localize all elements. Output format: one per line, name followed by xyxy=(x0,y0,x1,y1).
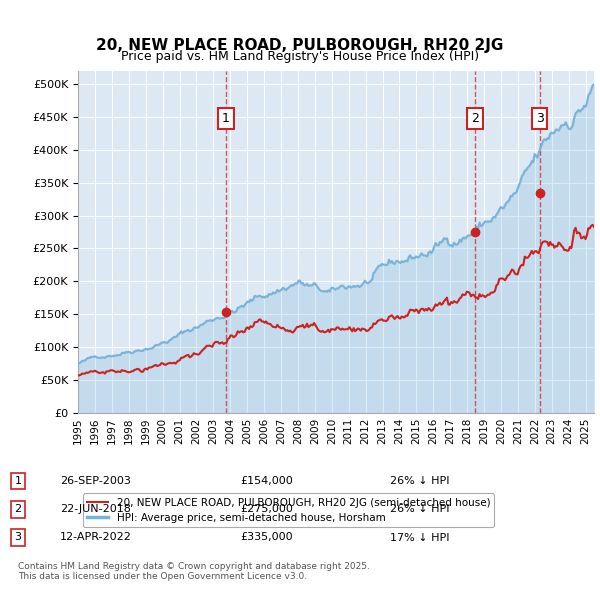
Text: £275,000: £275,000 xyxy=(240,504,293,514)
Text: 2: 2 xyxy=(471,112,479,125)
Text: Contains HM Land Registry data © Crown copyright and database right 2025.
This d: Contains HM Land Registry data © Crown c… xyxy=(18,562,370,581)
Legend: 20, NEW PLACE ROAD, PULBOROUGH, RH20 2JG (semi-detached house), HPI: Average pri: 20, NEW PLACE ROAD, PULBOROUGH, RH20 2JG… xyxy=(83,493,494,527)
Text: £335,000: £335,000 xyxy=(240,533,293,542)
Text: 26% ↓ HPI: 26% ↓ HPI xyxy=(390,476,449,486)
Text: 17% ↓ HPI: 17% ↓ HPI xyxy=(390,533,449,542)
Text: Price paid vs. HM Land Registry's House Price Index (HPI): Price paid vs. HM Land Registry's House … xyxy=(121,50,479,63)
Text: 26% ↓ HPI: 26% ↓ HPI xyxy=(390,504,449,514)
Text: 1: 1 xyxy=(222,112,230,125)
Text: 12-APR-2022: 12-APR-2022 xyxy=(60,533,132,542)
Text: 3: 3 xyxy=(536,112,544,125)
Text: 20, NEW PLACE ROAD, PULBOROUGH, RH20 2JG: 20, NEW PLACE ROAD, PULBOROUGH, RH20 2JG xyxy=(97,38,503,53)
Text: 26-SEP-2003: 26-SEP-2003 xyxy=(60,476,131,486)
Text: 3: 3 xyxy=(14,533,22,542)
Text: 1: 1 xyxy=(14,476,22,486)
Text: 22-JUN-2018: 22-JUN-2018 xyxy=(60,504,131,514)
Text: 2: 2 xyxy=(14,504,22,514)
Text: £154,000: £154,000 xyxy=(240,476,293,486)
